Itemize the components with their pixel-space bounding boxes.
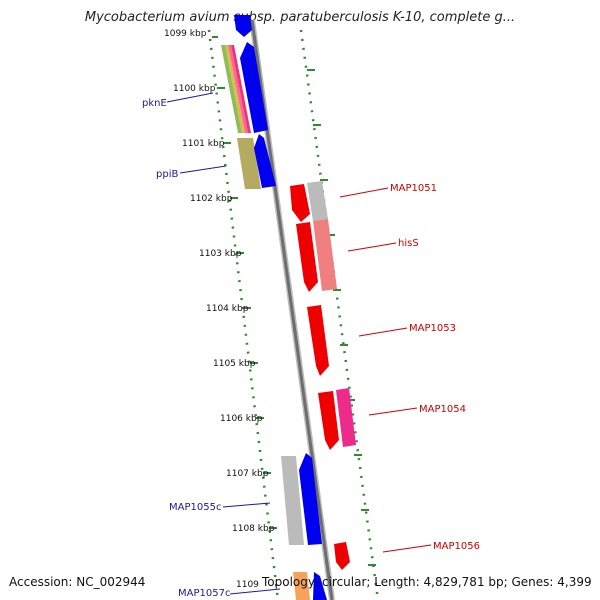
- kbp-label: 1099 kbp: [164, 29, 207, 39]
- kbp-label: 1106 kbp: [220, 414, 263, 424]
- kbp-label: 1107 kbp: [226, 469, 269, 479]
- gene-arrow-reverse: [234, 15, 252, 37]
- kbp-label: 1101 kbp: [182, 139, 225, 149]
- gene-block-pkne-yellow: [225, 45, 245, 133]
- gene-arrow-map1053: [307, 305, 329, 376]
- gene-block-map1055c: [281, 456, 304, 545]
- gene-arrow-map1054: [318, 391, 339, 450]
- gene-block-map1057c: [293, 572, 310, 600]
- gene-label-map1051[interactable]: MAP1051: [390, 183, 437, 194]
- kbp-ruler-labels: 1099 kbp 1100 kbp 1101 kbp 1102 kbp 1103…: [164, 29, 275, 590]
- label-leader-lines: [166, 92, 432, 595]
- gene-label-ppib[interactable]: ppiB: [156, 169, 178, 180]
- gene-label-map1055c[interactable]: MAP1055c: [169, 502, 221, 513]
- kbp-label: 1105 kbp: [213, 359, 256, 369]
- gene-label-map1054[interactable]: MAP1054: [419, 404, 466, 415]
- gene-block-pkne-magenta: [231, 45, 251, 133]
- gene-arrow-map1055c: [299, 453, 322, 545]
- map-title: Mycobacterium avium subsp. paratuberculo…: [84, 10, 516, 25]
- gene-arrow-pkne: [240, 42, 268, 133]
- topology-text: Topology: circular; Length: 4,829,781 bp…: [262, 575, 592, 589]
- gene-labels-right: MAP1051 hisS MAP1053 MAP1054 MAP1056: [390, 183, 480, 552]
- kbp-label: 1100 kbp: [173, 84, 216, 94]
- kbp-label: 1103 kbp: [199, 249, 242, 259]
- gene-arrow-hiss: [296, 222, 318, 292]
- left-tick-track: [207, 29, 280, 600]
- gene-block-pkne-pink: [228, 45, 248, 133]
- kbp-label: 1104 kbp: [206, 304, 249, 314]
- reverse-strand-genes: [221, 15, 327, 600]
- gene-arrow-ppib: [254, 134, 276, 188]
- gene-labels-left: pknE ppiB MAP1055c MAP1057c: [142, 98, 230, 599]
- gene-arrow-map1057c: [313, 572, 327, 600]
- gene-block-map1054: [336, 388, 356, 447]
- gene-label-map1056[interactable]: MAP1056: [433, 541, 480, 552]
- gene-arrow-map1051: [290, 184, 310, 222]
- forward-strand-genes: [290, 181, 356, 570]
- gene-label-map1053[interactable]: MAP1053: [409, 323, 456, 334]
- accession-text: Accession: NC_002944: [9, 575, 146, 589]
- kbp-label: 1109: [236, 580, 259, 590]
- gene-block-pkne-green: [221, 45, 242, 133]
- gene-block-map1051: [307, 181, 328, 221]
- gene-label-hiss[interactable]: hisS: [398, 238, 419, 249]
- gene-arrow-map1056: [334, 542, 350, 570]
- kbp-label: 1102 kbp: [190, 194, 233, 204]
- gene-label-pkne[interactable]: pknE: [142, 98, 167, 109]
- gene-label-map1057c[interactable]: MAP1057c: [178, 588, 230, 599]
- kbp-label: 1108 kbp: [232, 524, 275, 534]
- gene-block-hiss: [313, 219, 337, 291]
- left-major-ticks: [212, 36, 277, 529]
